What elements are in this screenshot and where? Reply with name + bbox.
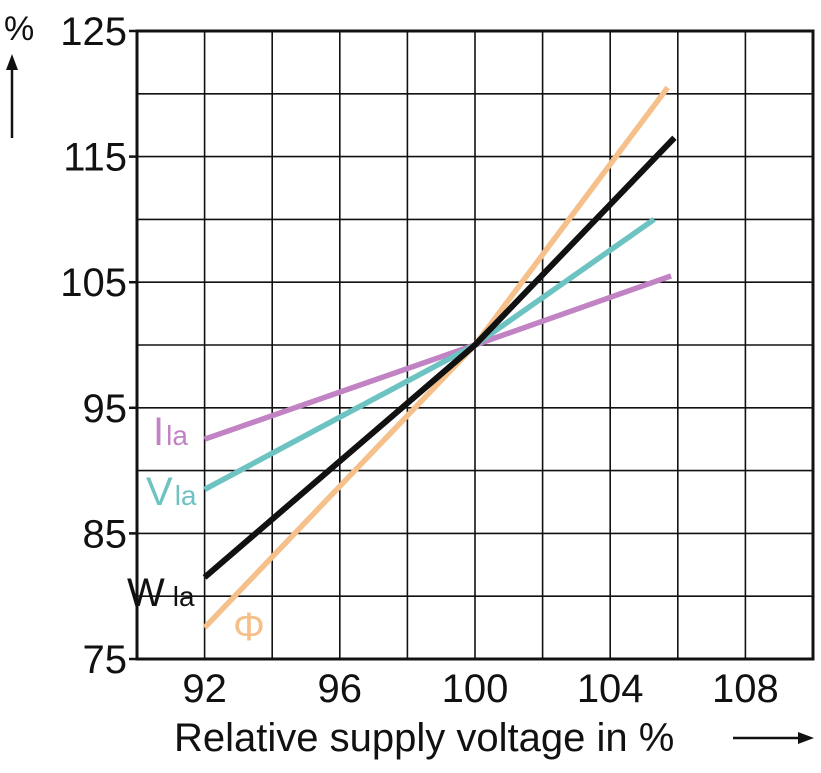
series-label-Vla: Vla: [146, 470, 197, 514]
series-lines: [202, 85, 677, 630]
x-axis-label: Relative supply voltage in %: [174, 716, 674, 760]
y-tick-label: 125: [60, 10, 127, 54]
x-tick-label: 100: [442, 667, 509, 711]
x-tick-label: 92: [182, 667, 227, 711]
y-tick-label: 115: [63, 136, 127, 180]
y-tick-label: 95: [83, 387, 128, 431]
y-axis-label: %: [4, 10, 34, 48]
y-axis-ticks: 75 85 95 105 115 125: [60, 10, 137, 682]
y-tick-label: 105: [60, 261, 127, 305]
x-tick-label: 108: [712, 667, 779, 711]
series-label-Ila: Ila: [153, 410, 188, 454]
series-label-Φ: Φ: [233, 605, 265, 649]
series-labels: Ila Vla W la Φ: [127, 410, 265, 649]
x-axis-arrow-icon: [733, 732, 814, 744]
x-axis-ticks: 92 96 100 104 108: [182, 667, 778, 711]
x-tick-label: 96: [318, 667, 363, 711]
y-tick-label: 75: [83, 638, 128, 682]
x-tick-label: 104: [577, 667, 644, 711]
series-line-Wla: [202, 135, 677, 580]
y-tick-label: 85: [83, 512, 128, 556]
series-line-Ila: [203, 273, 672, 442]
plot-frame: [135, 29, 815, 661]
y-axis-arrow-icon: [6, 54, 18, 138]
